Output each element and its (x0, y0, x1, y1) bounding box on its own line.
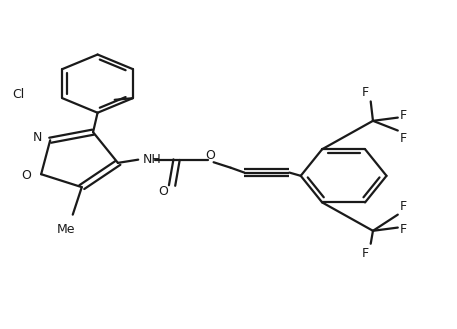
Text: F: F (361, 86, 368, 99)
Text: F: F (400, 200, 407, 213)
Text: F: F (400, 110, 407, 122)
Text: N: N (33, 132, 43, 144)
Text: O: O (21, 169, 31, 182)
Text: O: O (206, 149, 215, 162)
Text: F: F (400, 223, 407, 236)
Text: O: O (158, 186, 168, 198)
Text: Me: Me (57, 223, 75, 236)
Text: F: F (361, 247, 368, 260)
Text: F: F (400, 132, 407, 145)
Text: NH: NH (143, 153, 161, 166)
Text: Cl: Cl (12, 89, 24, 101)
